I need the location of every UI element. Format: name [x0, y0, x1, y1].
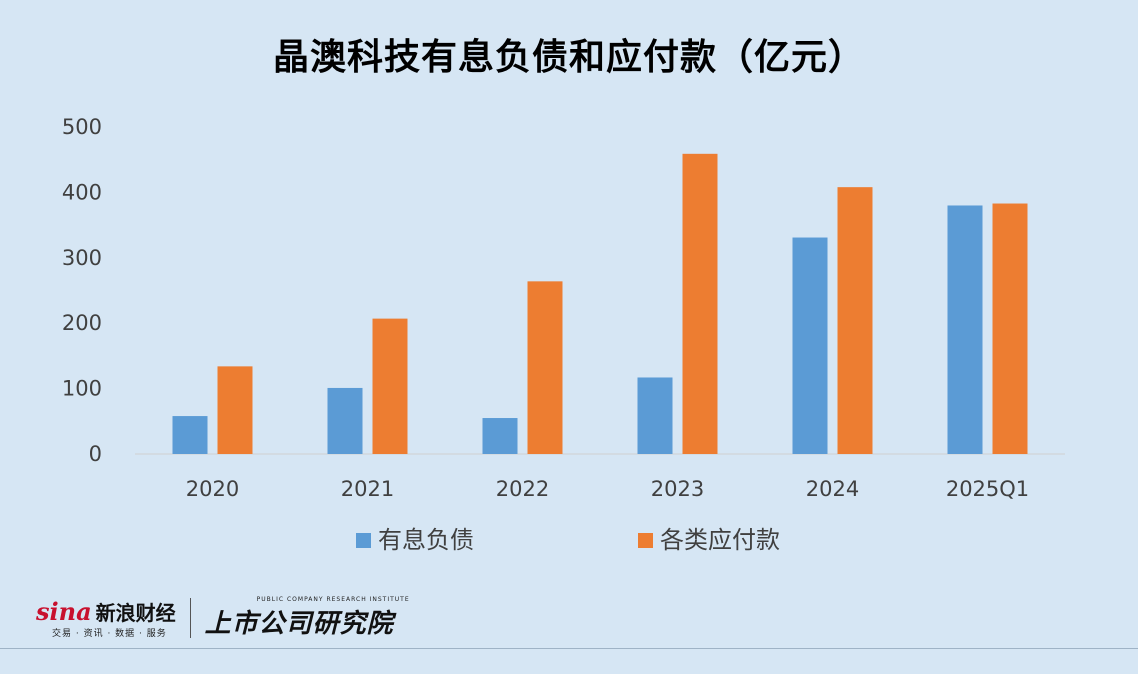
x-tick-label: 2021	[341, 477, 394, 501]
bar	[947, 205, 983, 454]
institute-english-name: PUBLIC COMPANY RESEARCH INSTITUTE	[256, 596, 410, 603]
bar	[327, 387, 363, 454]
x-tick-label: 2023	[651, 477, 704, 501]
legend-swatch	[638, 533, 653, 548]
x-tick-label: 2024	[806, 477, 859, 501]
bar	[637, 377, 673, 454]
bar	[217, 366, 253, 454]
bar	[527, 281, 563, 454]
x-tick-label: 2020	[186, 477, 239, 501]
sina-tagline: 交易 · 资讯 · 数据 · 服务	[52, 629, 167, 639]
institute-chinese-name: 上市公司研究院	[204, 609, 394, 639]
research-institute-logo: PUBLIC COMPANY RESEARCH INSTITUTE 上市公司研究…	[205, 596, 410, 640]
bar	[792, 237, 828, 454]
bar	[482, 418, 518, 454]
legend-label: 有息负债	[378, 526, 474, 554]
footer-logos: sina 新浪财经 交易 · 资讯 · 数据 · 服务 PUBLIC COMPA…	[36, 596, 410, 640]
y-tick-label: 500	[62, 115, 102, 139]
footer-divider-line	[0, 648, 1138, 649]
y-tick-label: 100	[62, 377, 102, 401]
logo-divider	[189, 598, 191, 638]
y-tick-label: 300	[62, 246, 102, 270]
bar	[837, 187, 873, 454]
x-axis: 2020 2021 2022 2023 2024 2025Q1	[186, 477, 1029, 501]
bar	[682, 153, 718, 454]
y-tick-label: 400	[62, 180, 102, 204]
legend-swatch	[356, 533, 371, 548]
y-axis: 0 100 200 300 400 500	[62, 115, 102, 466]
chart-title: 晶澳科技有息负债和应付款（亿元）	[272, 37, 865, 78]
bar	[992, 203, 1028, 454]
legend: 有息负债 各类应付款	[356, 526, 780, 554]
sina-finance-logo: sina 新浪财经 交易 · 资讯 · 数据 · 服务	[36, 597, 176, 639]
bar	[372, 318, 408, 454]
sina-wordmark: sina	[36, 597, 92, 626]
sina-finance-name: 新浪财经	[95, 601, 176, 625]
bar	[172, 416, 208, 454]
y-tick-label: 0	[89, 442, 102, 466]
x-tick-label: 2025Q1	[946, 477, 1029, 501]
y-tick-label: 200	[62, 311, 102, 335]
x-tick-label: 2022	[496, 477, 549, 501]
bars	[172, 153, 1028, 454]
legend-label: 各类应付款	[660, 526, 780, 554]
